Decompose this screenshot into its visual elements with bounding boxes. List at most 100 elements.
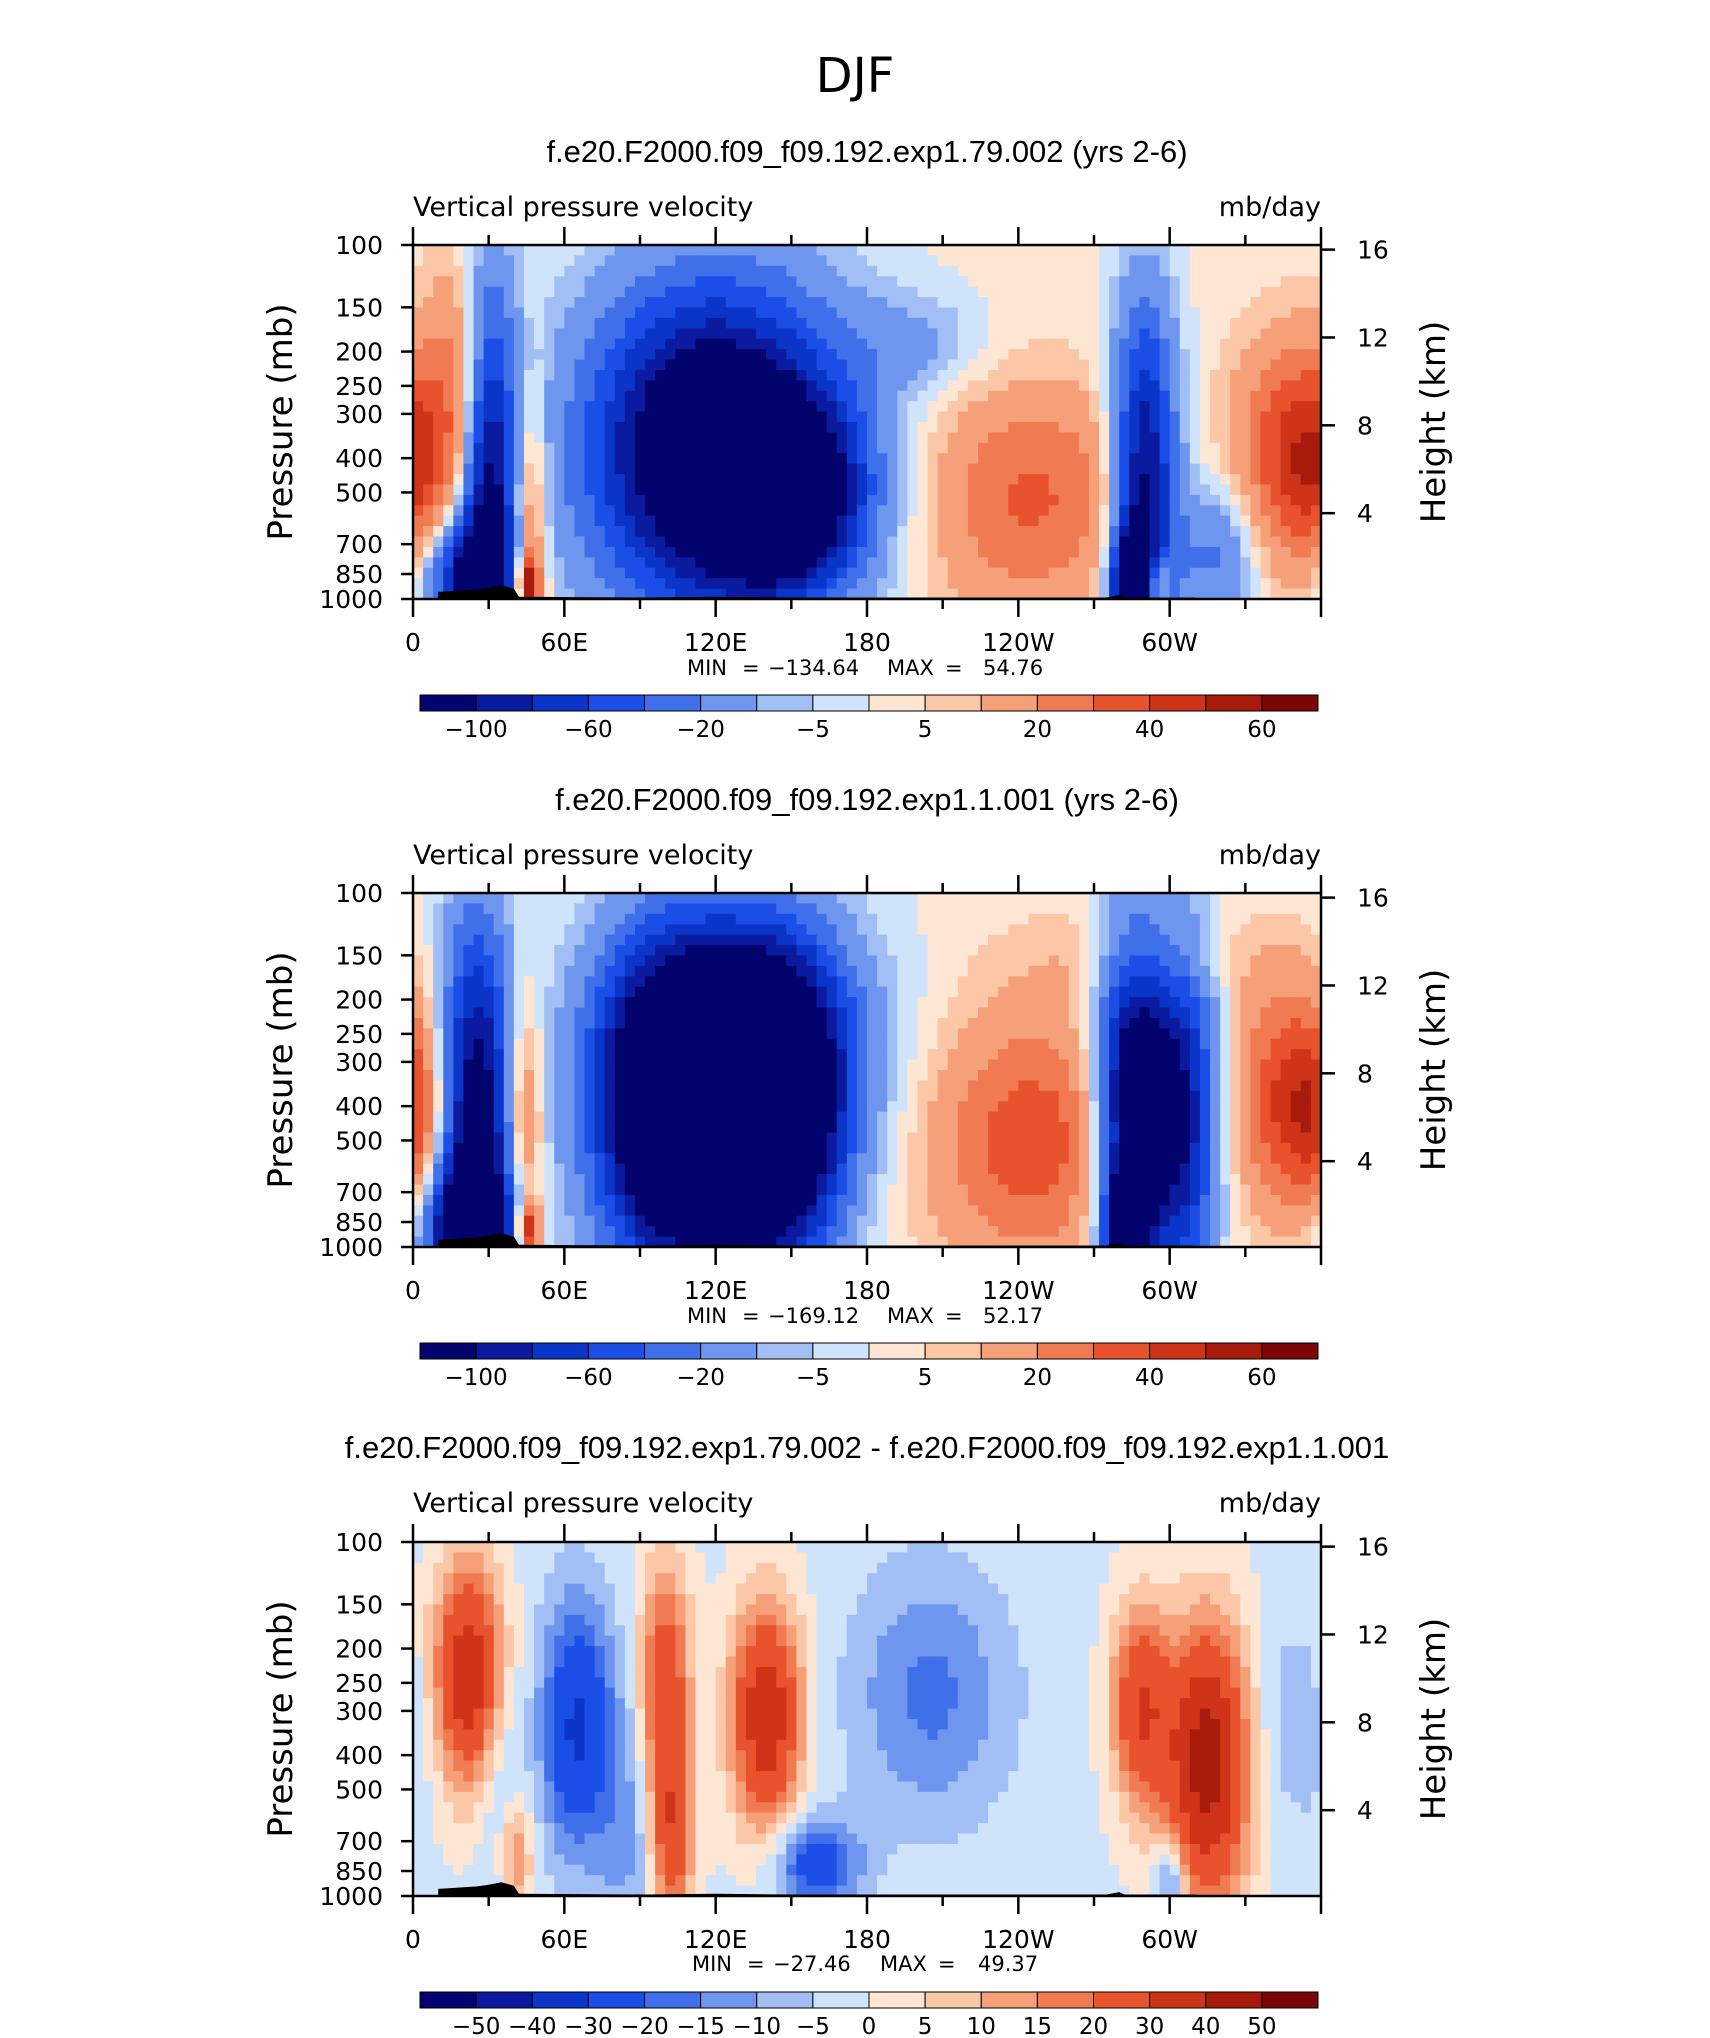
heatmap-cell bbox=[877, 338, 888, 350]
heatmap-cell bbox=[917, 265, 929, 277]
heatmap-cell bbox=[705, 338, 717, 350]
heatmap-cell bbox=[756, 567, 767, 579]
heatmap-cell bbox=[967, 903, 979, 915]
heatmap-cell bbox=[856, 893, 868, 905]
heatmap-cell bbox=[907, 463, 919, 475]
heatmap-cell bbox=[766, 1070, 777, 1082]
heatmap-cell bbox=[1179, 359, 1191, 371]
heatmap-cell bbox=[786, 442, 797, 454]
heatmap-cell bbox=[675, 328, 686, 340]
heatmap-cell bbox=[1028, 1017, 1040, 1029]
heatmap-cell bbox=[655, 578, 666, 590]
heatmap-cell bbox=[1240, 536, 1251, 548]
heatmap-cell bbox=[836, 976, 848, 988]
heatmap-cell bbox=[594, 986, 606, 998]
heatmap-cell bbox=[685, 474, 697, 486]
heatmap-cell bbox=[1280, 1028, 1292, 1040]
heatmap-cell bbox=[756, 411, 767, 423]
heatmap-cell bbox=[1240, 380, 1251, 392]
heatmap-cell bbox=[463, 1049, 475, 1061]
heatmap-cell bbox=[988, 255, 999, 267]
heatmap-cell bbox=[1139, 955, 1151, 967]
heatmap-cell bbox=[614, 359, 626, 371]
heatmap-cell bbox=[1139, 1070, 1151, 1082]
heatmap-cell bbox=[655, 965, 666, 977]
heatmap-cell bbox=[1008, 338, 1019, 350]
heatmap-cell bbox=[806, 945, 818, 957]
heatmap-cell bbox=[977, 1017, 989, 1029]
heatmap-cell bbox=[503, 474, 515, 486]
heatmap-cell bbox=[816, 432, 828, 444]
heatmap-cell bbox=[413, 526, 424, 538]
heatmap-cell bbox=[503, 567, 515, 579]
heatmap-cell bbox=[463, 369, 475, 381]
heatmap-cell bbox=[786, 255, 797, 267]
heatmap-cell bbox=[917, 307, 929, 319]
heatmap-cell bbox=[1179, 349, 1191, 361]
heatmap-cell bbox=[473, 986, 485, 998]
heatmap-cell bbox=[806, 245, 818, 257]
heatmap-cell bbox=[1230, 401, 1241, 413]
heatmap-cell bbox=[594, 913, 606, 925]
heatmap-cell bbox=[645, 338, 656, 350]
heatmap-cell bbox=[655, 1049, 666, 1061]
heatmap-cell bbox=[867, 432, 878, 444]
heatmap-cell bbox=[715, 307, 727, 319]
heatmap-cell bbox=[1028, 578, 1040, 590]
heatmap-cell bbox=[1230, 359, 1241, 371]
heatmap-cell bbox=[1028, 1028, 1040, 1040]
heatmap-cell bbox=[1310, 1028, 1321, 1040]
heatmap-cell bbox=[1119, 1080, 1130, 1092]
heatmap-cell bbox=[1058, 265, 1070, 277]
heatmap-cell bbox=[685, 1049, 697, 1061]
heatmap-cell bbox=[1169, 245, 1181, 257]
heatmap-cell bbox=[917, 1080, 929, 1092]
heatmap-cell bbox=[756, 557, 767, 569]
heatmap-cell bbox=[846, 338, 858, 350]
heatmap-cell bbox=[816, 1017, 828, 1029]
heatmap-cell bbox=[947, 965, 959, 977]
heatmap-cell bbox=[473, 505, 485, 517]
heatmap-cell bbox=[1159, 1028, 1171, 1040]
heatmap-cell bbox=[856, 390, 868, 402]
heatmap-cell bbox=[806, 359, 818, 371]
heatmap-cell bbox=[624, 997, 636, 1009]
heatmap-cell bbox=[856, 328, 868, 340]
heatmap-cell bbox=[1159, 317, 1171, 329]
heatmap-cell bbox=[413, 463, 424, 475]
heatmap-cell bbox=[967, 390, 979, 402]
heatmap-cell bbox=[1139, 369, 1151, 381]
heatmap-cell bbox=[665, 903, 676, 915]
heatmap-cell bbox=[564, 494, 576, 506]
heatmap-cell bbox=[725, 442, 737, 454]
heatmap-cell bbox=[1008, 484, 1019, 496]
heatmap-cell bbox=[503, 1090, 515, 1102]
heatmap-cell bbox=[1300, 265, 1312, 277]
heatmap-cell bbox=[1240, 494, 1251, 506]
heatmap-cell bbox=[1220, 474, 1231, 486]
heatmap-cell bbox=[1068, 526, 1080, 538]
heatmap-cell bbox=[655, 893, 666, 905]
heatmap-cell bbox=[1099, 578, 1110, 590]
heatmap-cell bbox=[715, 369, 727, 381]
heatmap-cell bbox=[1119, 484, 1130, 496]
heatmap-cell bbox=[1028, 328, 1040, 340]
heatmap-cell bbox=[806, 422, 818, 434]
heatmap-cell bbox=[574, 1007, 586, 1019]
heatmap-cell bbox=[1270, 494, 1282, 506]
heatmap-cell bbox=[554, 380, 565, 392]
heatmap-cell bbox=[867, 401, 878, 413]
heatmap-cell bbox=[1179, 913, 1191, 925]
heatmap-cell bbox=[493, 442, 505, 454]
heatmap-cell bbox=[1109, 245, 1120, 257]
heatmap-cell bbox=[947, 255, 959, 267]
heatmap-cell bbox=[1179, 390, 1191, 402]
heatmap-cell bbox=[433, 976, 444, 988]
heatmap-cell bbox=[493, 515, 505, 527]
heatmap-cell bbox=[614, 903, 626, 915]
heatmap-cell bbox=[867, 903, 878, 915]
heatmap-cell bbox=[1018, 276, 1030, 288]
heatmap-cell bbox=[786, 567, 797, 579]
heatmap-cell bbox=[786, 536, 797, 548]
heatmap-cell bbox=[826, 986, 838, 998]
